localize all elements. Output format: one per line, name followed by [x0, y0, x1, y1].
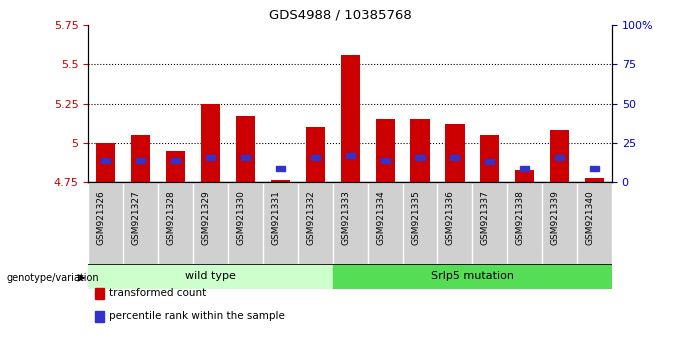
Bar: [201, 103, 220, 182]
Bar: [486, 159, 494, 164]
Text: GSM921327: GSM921327: [132, 190, 141, 245]
Text: GSM921335: GSM921335: [411, 190, 420, 245]
Bar: [206, 155, 215, 160]
Bar: [101, 158, 110, 163]
Bar: [411, 119, 430, 182]
Bar: [550, 130, 569, 182]
Text: GSM921333: GSM921333: [341, 190, 350, 245]
Text: Srlp5 mutation: Srlp5 mutation: [431, 272, 514, 281]
Bar: [276, 166, 285, 171]
Text: wild type: wild type: [185, 272, 236, 281]
Bar: [375, 119, 394, 182]
Text: GSM921331: GSM921331: [271, 190, 280, 245]
Text: GSM921338: GSM921338: [515, 190, 525, 245]
Bar: [166, 151, 185, 182]
Bar: [415, 155, 424, 160]
Bar: [590, 166, 599, 171]
Bar: [88, 184, 612, 264]
Text: GSM921332: GSM921332: [306, 190, 316, 245]
Bar: [241, 155, 250, 160]
Bar: [341, 55, 360, 182]
Bar: [311, 155, 320, 160]
Bar: [520, 166, 529, 171]
Bar: [585, 178, 604, 182]
Text: GSM921330: GSM921330: [237, 190, 245, 245]
Bar: [450, 155, 460, 160]
Text: GSM921326: GSM921326: [97, 190, 106, 245]
Text: GSM921337: GSM921337: [481, 190, 490, 245]
Bar: [345, 153, 355, 158]
Bar: [236, 116, 255, 182]
Text: genotype/variation: genotype/variation: [7, 273, 99, 283]
Bar: [333, 264, 612, 289]
Text: percentile rank within the sample: percentile rank within the sample: [109, 312, 286, 321]
Bar: [381, 158, 390, 163]
Bar: [136, 158, 146, 163]
Text: GSM921328: GSM921328: [167, 190, 175, 245]
Bar: [97, 143, 116, 182]
Text: GSM921340: GSM921340: [585, 190, 594, 245]
Bar: [480, 135, 499, 182]
Text: GSM921339: GSM921339: [551, 190, 560, 245]
Bar: [271, 180, 290, 182]
Bar: [171, 158, 180, 163]
Bar: [445, 124, 464, 182]
Text: transformed count: transformed count: [109, 289, 207, 298]
Bar: [88, 264, 333, 289]
Bar: [306, 127, 325, 182]
Text: GSM921336: GSM921336: [446, 190, 455, 245]
Text: GSM921334: GSM921334: [376, 190, 385, 245]
Text: GDS4988 / 10385768: GDS4988 / 10385768: [269, 9, 411, 22]
Bar: [555, 155, 564, 160]
Bar: [515, 170, 534, 182]
Bar: [131, 135, 150, 182]
Text: GSM921329: GSM921329: [201, 190, 211, 245]
